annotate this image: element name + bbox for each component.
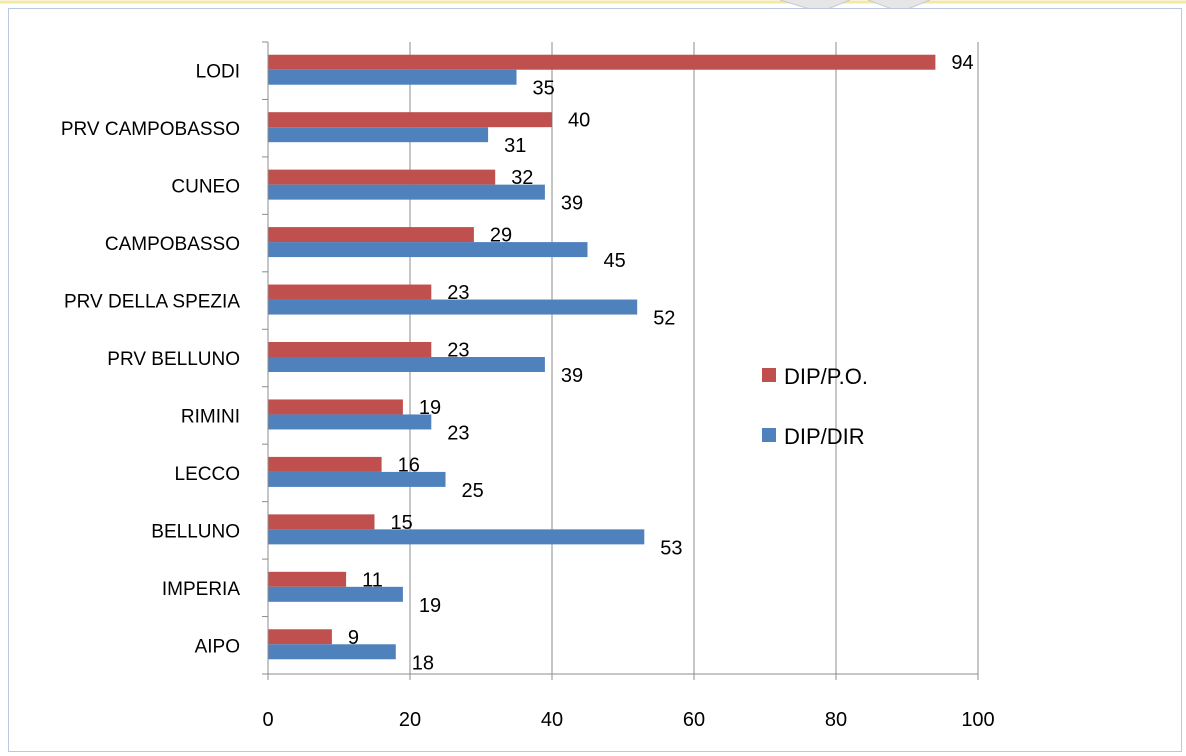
data-label-dip-dir: 19 (419, 595, 441, 617)
bar-dip-po (268, 342, 432, 357)
legend-label-dip-dir: DIP/DIR (784, 424, 865, 449)
bar-dip-po (268, 571, 347, 587)
bar-dip-dir (268, 414, 432, 430)
legend-swatch-dip-dir (762, 428, 776, 442)
legend-swatch-dip-po (762, 368, 776, 382)
data-label-dip-dir: 39 (561, 193, 583, 215)
data-label-dip-dir: 53 (660, 537, 682, 559)
bar-dip-dir (268, 529, 645, 545)
x-tick-label: 0 (262, 709, 273, 731)
data-label-dip-po: 9 (348, 627, 359, 649)
category-label: PRV CAMPOBASSO (61, 119, 240, 140)
data-label-dip-dir: 39 (561, 365, 583, 387)
x-tick-label: 20 (399, 709, 421, 731)
data-label-dip-po: 16 (398, 454, 420, 476)
category-label: CAMPOBASSO (105, 234, 240, 255)
data-label-dip-po: 19 (419, 397, 441, 419)
data-label-dip-dir: 45 (604, 250, 626, 272)
data-label-dip-po: 23 (447, 340, 469, 362)
bar-dip-dir (268, 69, 517, 85)
bar-dip-dir (268, 299, 638, 315)
category-label: LODI (196, 62, 240, 83)
x-tick-label: 100 (961, 709, 994, 731)
bar-dip-po (268, 514, 375, 530)
bar-dip-po (268, 399, 403, 415)
chart-frame (8, 8, 1182, 752)
bar-dip-dir (268, 357, 545, 372)
legend-label-dip-po: DIP/P.O. (784, 364, 868, 389)
bars (268, 54, 936, 660)
bar-dip-po (268, 629, 332, 645)
bar-dip-dir (268, 184, 545, 200)
data-label-dip-dir: 25 (462, 480, 484, 502)
category-label: PRV DELLA SPEZIA (64, 292, 240, 313)
category-label: AIPO (195, 636, 240, 657)
data-label-dip-dir: 23 (447, 422, 469, 444)
data-label-dip-po: 23 (447, 282, 469, 304)
legend: DIP/P.O. DIP/DIR (762, 364, 868, 449)
data-label-dip-po: 94 (951, 52, 973, 74)
data-label-dip-dir: 35 (533, 78, 555, 100)
bar-dip-dir (268, 242, 588, 258)
bar-dip-po (268, 54, 936, 70)
bar-dip-po (268, 227, 474, 243)
labels: 0 20 40 60 80 100 LODI 94 35 PRV CAMPOBASSO 40 31 CU… (61, 52, 995, 731)
bar-dip-po (268, 169, 496, 185)
category-label: LECCO (175, 464, 240, 485)
data-label-dip-po: 11 (362, 569, 383, 591)
axes (262, 41, 979, 680)
bar-dip-po (268, 456, 382, 472)
x-tick-label: 40 (541, 709, 563, 731)
category-label: BELLUNO (151, 521, 240, 542)
category-label: CUNEO (171, 177, 240, 198)
gridlines (409, 42, 979, 674)
data-label-dip-po: 32 (511, 167, 533, 189)
data-label-dip-po: 15 (391, 512, 413, 534)
x-tick-label: 80 (825, 709, 847, 731)
data-label-dip-po: 40 (568, 110, 590, 132)
top-decoration (0, 0, 1186, 12)
bar-dip-po (268, 284, 432, 300)
category-label: RIMINI (181, 406, 240, 427)
data-label-dip-dir: 31 (504, 135, 526, 157)
bar-dip-dir (268, 586, 403, 602)
data-label-dip-dir: 18 (412, 652, 434, 674)
bar-dip-dir (268, 471, 446, 487)
data-label-dip-po: 29 (490, 225, 512, 247)
category-label: PRV BELLUNO (107, 349, 240, 370)
bar-dip-po (268, 112, 552, 128)
category-label: IMPERIA (162, 579, 240, 600)
data-label-dip-dir: 52 (653, 308, 675, 330)
x-tick-label: 60 (683, 709, 705, 731)
bar-dip-dir (268, 127, 489, 143)
bar-dip-dir (268, 644, 396, 660)
